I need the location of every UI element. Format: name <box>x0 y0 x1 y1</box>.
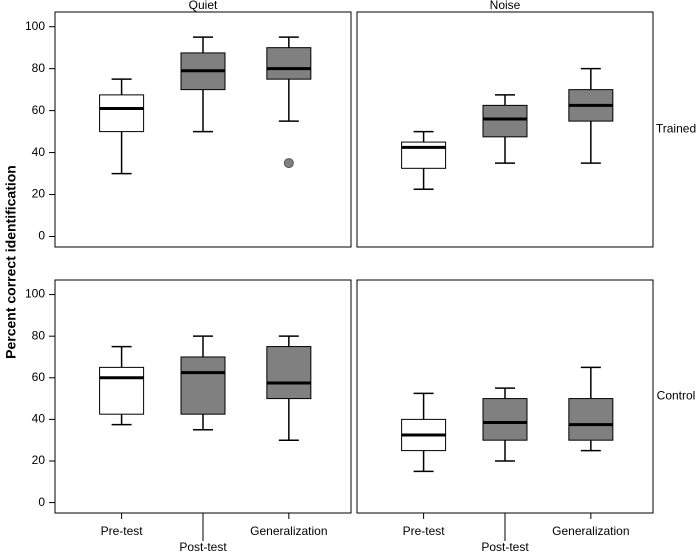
y-tick-label: 20 <box>32 187 46 201</box>
x-tick-label: Post-test <box>481 540 529 553</box>
y-tick-label: 80 <box>32 61 46 75</box>
column-title: Quiet <box>189 0 218 12</box>
x-tick-label: Generalization <box>250 524 327 538</box>
box <box>482 398 528 441</box>
y-tick-label: 100 <box>25 287 45 301</box>
row-label: Control <box>657 389 696 403</box>
x-tick-label: Pre-test <box>403 524 446 538</box>
y-tick-label: 80 <box>32 328 46 342</box>
box <box>568 398 614 441</box>
y-tick-label: 60 <box>32 370 46 384</box>
y-axis-title: Percent correct identification <box>3 165 19 359</box>
x-tick-label: Post-test <box>179 540 227 553</box>
row-label: Trained <box>656 122 696 136</box>
box <box>266 47 312 80</box>
panel-frame <box>356 11 654 248</box>
y-tick-label: 60 <box>32 103 46 117</box>
y-tick-label: 100 <box>25 19 45 33</box>
outlier <box>283 158 294 169</box>
box <box>266 346 312 400</box>
x-tick-label: Generalization <box>552 524 629 538</box>
y-tick-label: 0 <box>38 495 45 509</box>
y-tick-label: 40 <box>32 412 46 426</box>
box <box>99 94 145 133</box>
box <box>482 104 528 138</box>
y-tick-label: 0 <box>38 229 45 243</box>
panel-frame <box>54 11 352 248</box>
box <box>180 356 226 415</box>
x-tick-label: Pre-test <box>101 524 144 538</box>
y-tick-label: 40 <box>32 145 46 159</box>
y-tick-label: 20 <box>32 453 46 467</box>
box <box>99 366 145 415</box>
column-title: Noise <box>490 0 521 12</box>
